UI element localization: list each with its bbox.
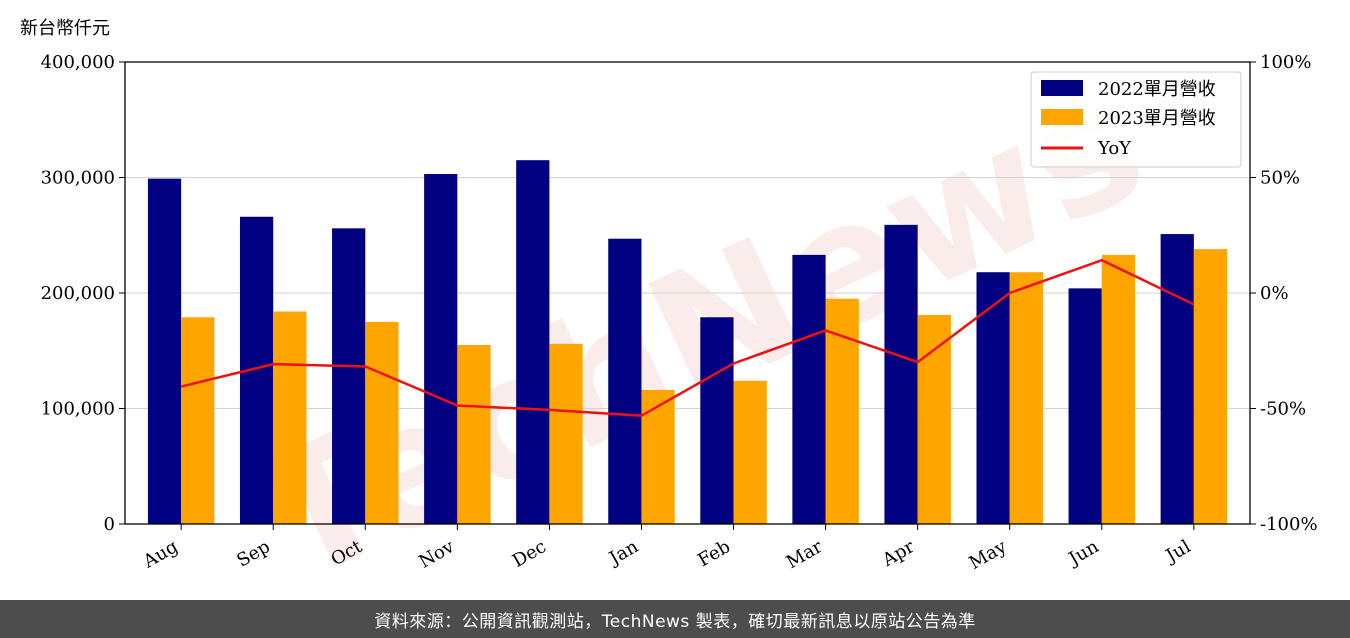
legend-swatch-2022 bbox=[1041, 80, 1083, 96]
x-tick-label-jun: Jun bbox=[1064, 536, 1103, 571]
y-tick-label: 300,000 bbox=[41, 168, 115, 189]
bar-2023-apr bbox=[917, 314, 951, 524]
legend-label-yoy: YoY bbox=[1097, 138, 1132, 159]
bar-2023-feb bbox=[733, 380, 767, 524]
y-axis-unit-label: 新台幣仟元 bbox=[20, 18, 110, 39]
bar-2022-oct bbox=[332, 228, 366, 524]
y2-tick-label: -100% bbox=[1260, 514, 1318, 535]
bar-2022-nov bbox=[424, 174, 458, 524]
bar-2023-jun bbox=[1101, 254, 1136, 524]
bar-2023-nov bbox=[457, 344, 491, 524]
x-tick-label-may: May bbox=[966, 536, 1011, 574]
legend-label-2022: 2022單月營收 bbox=[1098, 79, 1216, 100]
revenue-chart: TechNews 0 100,000 200,000 300,000 400,000 -10… bbox=[20, 18, 1318, 600]
y-tick-label: 0 bbox=[104, 514, 115, 535]
x-tick-label-jan: Jan bbox=[604, 536, 642, 570]
y2-tick-label: 100% bbox=[1260, 52, 1311, 73]
y2-tick-label: -50% bbox=[1260, 399, 1306, 420]
bar-2023-aug bbox=[181, 317, 215, 524]
x-tick-label-dec: Dec bbox=[509, 536, 550, 572]
bar-2022-jun bbox=[1068, 288, 1102, 524]
x-tick-label-jul: Jul bbox=[1161, 536, 1195, 568]
y-tick-label: 100,000 bbox=[41, 399, 115, 420]
bar-2023-oct bbox=[365, 321, 399, 524]
bar-2023-jan bbox=[641, 390, 675, 524]
bar-2022-apr bbox=[884, 224, 918, 525]
y2-tick-label: 50% bbox=[1260, 168, 1300, 189]
x-tick-label-aug: Aug bbox=[139, 536, 182, 573]
legend-swatch-2023 bbox=[1041, 109, 1083, 125]
x-tick-label-feb: Feb bbox=[694, 536, 734, 571]
y-tick-label: 200,000 bbox=[41, 283, 115, 304]
bar-2022-feb bbox=[700, 317, 734, 524]
x-tick-label-sep: Sep bbox=[233, 536, 273, 571]
legend-box bbox=[1030, 71, 1242, 168]
bar-2023-sep bbox=[273, 311, 307, 524]
bar-2022-may bbox=[976, 272, 1010, 524]
bar-2023-dec bbox=[549, 343, 583, 524]
footer-text: 資料來源：公開資訊觀測站，TechNews 製表，確切最新訊息以原站公告為準 bbox=[374, 611, 976, 632]
source-footer: 資料來源：公開資訊觀測站，TechNews 製表，確切最新訊息以原站公告為準 bbox=[0, 600, 1350, 638]
y2-tick-label: 0% bbox=[1260, 283, 1289, 304]
legend-label-2023: 2023單月營收 bbox=[1098, 108, 1216, 129]
bar-2022-aug bbox=[147, 178, 182, 524]
plot-frame bbox=[124, 61, 1251, 525]
chart-svg: TechNews0100,000200,000300,000400,000-10… bbox=[20, 18, 1318, 600]
yoy-line bbox=[180, 258, 1195, 417]
bar-2023-jul bbox=[1193, 249, 1228, 525]
x-tick-label-apr: Apr bbox=[878, 536, 918, 571]
y-tick-label: 400,000 bbox=[41, 52, 115, 73]
bar-2023-may bbox=[1009, 272, 1043, 524]
bar-2022-jan bbox=[608, 238, 642, 524]
bar-2022-jul bbox=[1160, 234, 1194, 524]
bar-2022-dec bbox=[516, 160, 550, 525]
x-tick-label-mar: Mar bbox=[783, 536, 827, 573]
bar-2022-mar bbox=[792, 254, 826, 524]
